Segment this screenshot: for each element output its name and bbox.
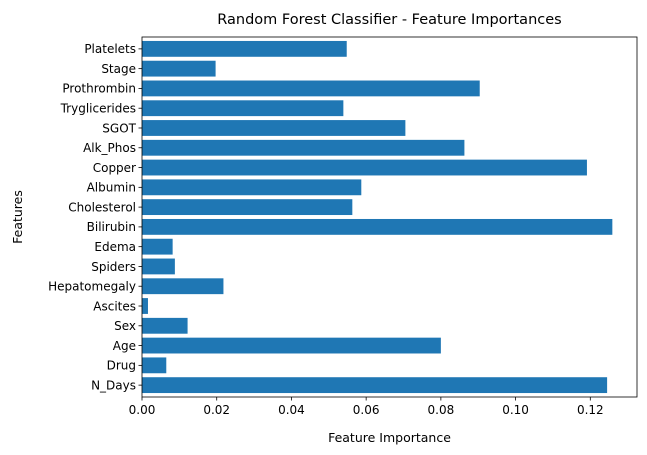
y-tick-label: Platelets xyxy=(84,42,136,56)
x-tick-label: 0.08 xyxy=(428,403,455,417)
plot-frame xyxy=(141,36,638,398)
y-tick-label: Hepatomegaly xyxy=(48,280,136,294)
bar-edema xyxy=(142,238,173,255)
x-tick-label: 0.04 xyxy=(278,403,305,417)
y-tick-label: Stage xyxy=(101,62,136,76)
y-tick-label: Albumin xyxy=(87,181,136,195)
y-tick-label: Ascites xyxy=(93,299,136,313)
y-tick-label: Cholesterol xyxy=(68,200,136,214)
y-axis-label: Features xyxy=(10,190,25,244)
bar-copper xyxy=(142,159,587,176)
bar-spiders xyxy=(142,258,175,275)
y-tick-label: Sex xyxy=(114,319,136,333)
bar-hepatomegaly xyxy=(142,278,224,295)
x-tick-label: 0.00 xyxy=(129,403,156,417)
bar-n_days xyxy=(142,377,608,394)
bars-group xyxy=(142,40,613,394)
bar-bilirubin xyxy=(142,218,613,235)
x-tick-label: 0.10 xyxy=(502,403,529,417)
bar-ascites xyxy=(142,298,148,314)
y-tick-label: Bilirubin xyxy=(87,220,136,234)
y-tick-label: N_Days xyxy=(91,378,136,392)
y-tick-label: Alk_Phos xyxy=(83,141,136,155)
bar-stage xyxy=(142,60,216,77)
y-tick-label: Tryglicerides xyxy=(60,102,136,116)
y-tick-label: Age xyxy=(113,339,136,353)
bar-sgot xyxy=(142,120,406,136)
bar-age xyxy=(142,337,441,354)
bar-platelets xyxy=(142,40,347,57)
y-tick-label: Copper xyxy=(93,161,136,175)
x-tick-label: 0.12 xyxy=(577,403,604,417)
x-axis-label: Feature Importance xyxy=(328,430,451,445)
x-tick-label: 0.02 xyxy=(203,403,230,417)
y-tick-label: SGOT xyxy=(102,121,136,135)
bar-sex xyxy=(142,317,188,334)
x-tick-label: 0.06 xyxy=(353,403,380,417)
bar-drug xyxy=(142,357,167,374)
y-tick-label: Edema xyxy=(94,240,136,254)
chart-title: Random Forest Classifier - Feature Impor… xyxy=(217,12,561,28)
bar-alk_phos xyxy=(142,139,465,156)
bar-albumin xyxy=(142,179,362,196)
bar-tryglicerides xyxy=(142,100,344,117)
bar-cholesterol xyxy=(142,199,353,216)
y-tick-label: Prothrombin xyxy=(62,82,136,96)
y-tick-label: Drug xyxy=(107,359,136,373)
y-tick-label: Spiders xyxy=(91,260,136,274)
x-axis-ticks: 0.00 0.02 0.04 0.06 0.08 0.10 0.12 xyxy=(129,397,604,417)
bar-prothrombin xyxy=(142,80,480,97)
y-axis-ticks: N_Days Drug Age Sex Ascites Hepatomegaly Spide… xyxy=(48,42,142,392)
